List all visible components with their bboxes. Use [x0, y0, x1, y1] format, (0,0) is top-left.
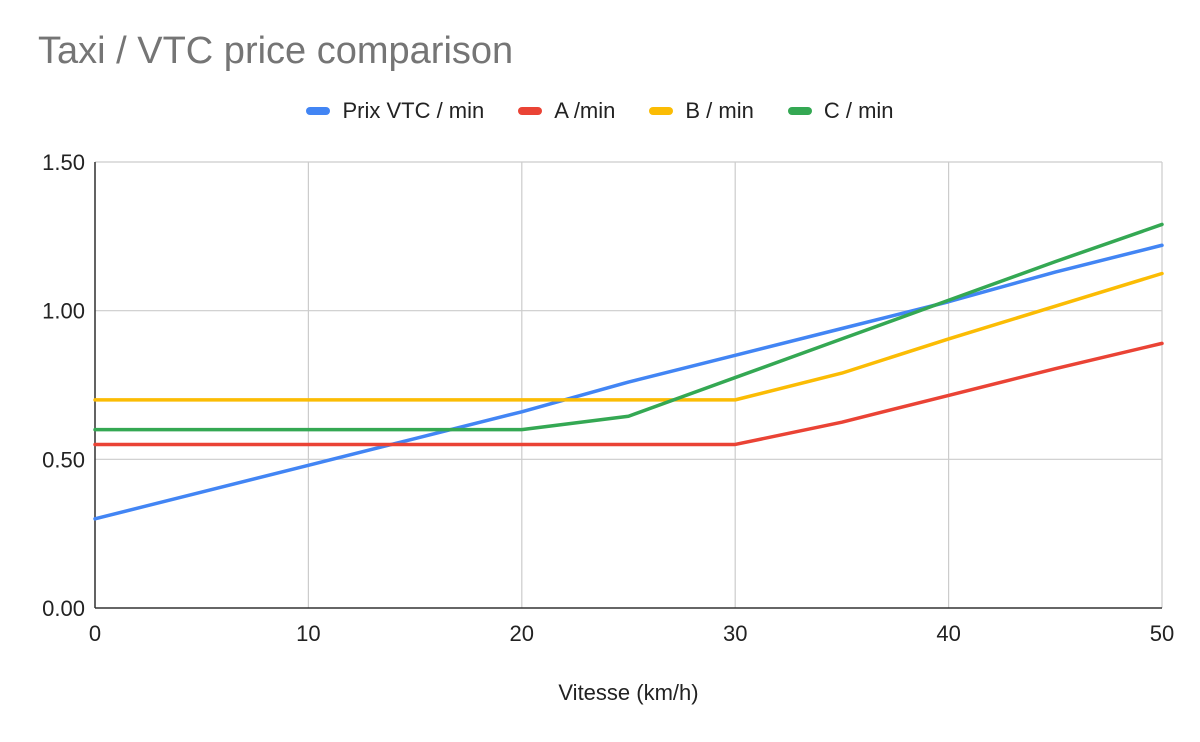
series-line-3[interactable]	[93, 222, 1164, 432]
legend: Prix VTC / min A /min B / min C / min	[0, 98, 1200, 124]
legend-item-prix-vtc[interactable]: Prix VTC / min	[306, 98, 484, 124]
legend-item-a[interactable]: A /min	[518, 98, 615, 124]
y-tick-label-2: 1.00	[42, 299, 85, 324]
x-tick-label-1: 10	[296, 621, 320, 646]
x-tick-label-5: 50	[1150, 621, 1174, 646]
y-tick-label-1: 0.50	[42, 447, 85, 472]
legend-swatch-prix-vtc	[306, 107, 331, 115]
x-tick-label-3: 30	[723, 621, 747, 646]
chart-title: Taxi / VTC price comparison	[38, 30, 514, 72]
legend-item-c[interactable]: C / min	[787, 98, 894, 124]
x-axis-title: Vitesse (km/h)	[558, 680, 698, 705]
legend-label-a: A /min	[554, 98, 616, 123]
series-line-2[interactable]	[93, 271, 1164, 402]
axes	[94, 162, 1162, 609]
legend-swatch-b	[649, 107, 674, 115]
grid	[94, 161, 1163, 608]
x-tick-label-4: 40	[936, 621, 960, 646]
legend-swatch-a	[518, 107, 543, 115]
series-line-0[interactable]	[93, 243, 1164, 521]
legend-label-prix-vtc: Prix VTC / min	[342, 98, 485, 123]
y-tick-label-0: 0.00	[42, 596, 85, 621]
tick-labels: 0 10 20 30 40 50 0.00 0.50 1.00 1.50 Vitesse (km/h…	[42, 150, 1174, 705]
legend-label-b: B / min	[685, 98, 754, 123]
series-lines	[93, 222, 1164, 521]
series-line-1[interactable]	[93, 341, 1164, 447]
x-tick-label-2: 20	[510, 621, 534, 646]
y-tick-label-3: 1.50	[42, 150, 85, 175]
x-tick-label-0: 0	[89, 621, 101, 646]
legend-item-b[interactable]: B / min	[649, 98, 754, 124]
legend-swatch-c	[787, 107, 812, 115]
legend-label-c: C / min	[823, 98, 894, 123]
